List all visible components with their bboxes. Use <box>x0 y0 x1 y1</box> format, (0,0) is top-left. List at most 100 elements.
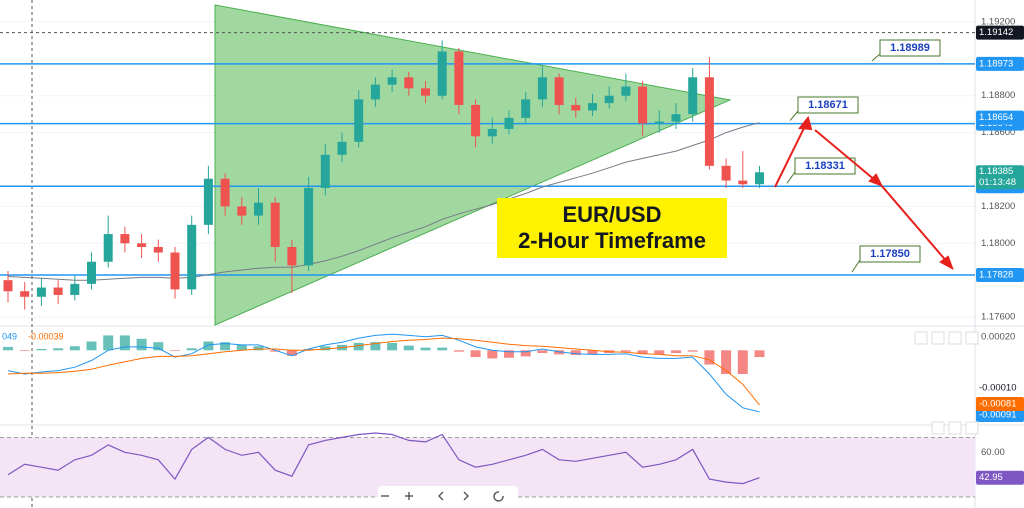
panel-buttons <box>914 331 979 435</box>
candle-body <box>638 86 648 124</box>
histogram-bar <box>754 350 765 358</box>
candle-body <box>688 77 698 115</box>
axis-label-bg <box>976 470 1024 485</box>
plot: 1.18989 1.18671 1.18331 1.17850 049 -0.00039 <box>0 32 975 485</box>
candle-body <box>671 114 681 122</box>
callout-leader <box>871 53 881 62</box>
axis-label-bg <box>976 268 1024 283</box>
button[interactable] <box>931 331 945 345</box>
candle-body <box>721 165 731 181</box>
chart-title: EUR/USD <box>562 202 661 227</box>
histogram-bar <box>370 342 381 351</box>
axis-label: 42.95 <box>979 472 1003 483</box>
candle-body <box>87 261 96 284</box>
callout-leader <box>789 110 799 121</box>
axis-label: 1.19142 <box>979 27 1013 38</box>
histogram-bar <box>153 342 164 351</box>
histogram-bar <box>437 347 448 351</box>
histogram-bar <box>119 335 130 351</box>
histogram-bar <box>504 350 514 358</box>
histogram-bar <box>387 342 398 351</box>
y-tick-label: 1.18600 <box>981 127 1015 138</box>
candle-body <box>504 117 514 129</box>
histogram-bar <box>587 350 598 355</box>
candle-body <box>304 187 314 266</box>
y-tick-label: 1.17600 <box>981 312 1015 323</box>
callout-leader <box>786 171 796 184</box>
histogram-bar <box>671 350 681 354</box>
candle-body <box>604 95 614 104</box>
histogram-bar <box>203 341 214 351</box>
candle-body <box>437 51 447 96</box>
y-tick-label: 1.19200 <box>981 16 1015 27</box>
candle-body <box>421 88 430 96</box>
toolbar-bg <box>378 486 518 506</box>
axis-label: 1.18973 <box>979 58 1013 69</box>
histogram-bar <box>36 348 47 351</box>
candle-body <box>3 280 13 292</box>
axis-label: 1.18385 <box>979 166 1013 177</box>
histogram-bar <box>303 348 314 351</box>
candle-body <box>571 104 581 111</box>
y-tick-label: 1.18000 <box>981 238 1015 249</box>
histogram-bar <box>220 342 231 351</box>
histogram-bar <box>403 345 414 351</box>
button[interactable] <box>965 331 979 345</box>
histogram-bar <box>554 350 565 355</box>
callout-label: 1.18671 <box>808 99 848 111</box>
candle-body <box>521 99 531 118</box>
axis-label: -0.00091 <box>979 410 1017 421</box>
candle-body <box>120 234 130 244</box>
histogram-bar <box>103 335 114 351</box>
histogram-bar <box>320 346 331 351</box>
histogram-bar <box>236 344 247 351</box>
arrow-head <box>868 173 884 187</box>
candle-body <box>654 121 664 124</box>
chart-subtitle: 2-Hour Timeframe <box>518 228 706 253</box>
candle-body <box>237 206 247 216</box>
histogram-bar <box>737 350 748 374</box>
arrow-head <box>798 115 813 131</box>
scroll-right-button[interactable] <box>463 491 469 501</box>
arrow <box>880 184 949 264</box>
candle-body <box>53 287 63 295</box>
callout-box <box>794 157 856 175</box>
axis-label-bg <box>976 408 1024 422</box>
candle-body <box>588 103 597 111</box>
y-tick-label: 1.18200 <box>981 201 1015 212</box>
candle-body <box>103 234 113 262</box>
histogram-bar <box>353 342 364 351</box>
histogram-bar <box>69 346 80 351</box>
price-axis: 1.19200 1.18800 1.18600 1.18200 1.18000 1.176… <box>976 16 1024 485</box>
scroll-left-button[interactable] <box>438 491 444 501</box>
indicator-value: -0.00039 <box>28 331 64 341</box>
candle-body <box>487 128 497 137</box>
candle-body <box>170 252 180 290</box>
candle-body <box>738 180 748 185</box>
histogram-bar <box>86 341 97 351</box>
axis-label-bg <box>976 165 1024 190</box>
candle-body <box>354 99 364 142</box>
axis-label: 1.18654 <box>979 112 1013 123</box>
histogram-bar <box>704 350 715 365</box>
reset-button[interactable] <box>493 491 504 502</box>
button[interactable] <box>948 331 962 345</box>
callout-label: 1.18331 <box>805 160 845 172</box>
axis-label-bg <box>976 381 1024 395</box>
button[interactable] <box>965 421 979 435</box>
arrows <box>774 115 954 271</box>
histogram-bar <box>136 338 147 351</box>
histogram-bar <box>537 350 548 354</box>
candle-body <box>137 243 147 247</box>
histogram-bar <box>637 350 648 354</box>
candle-body <box>153 246 163 253</box>
button[interactable] <box>931 421 945 435</box>
axis-label: 1.17828 <box>979 270 1013 281</box>
y-tick-label: 0.00020 <box>981 331 1015 342</box>
histogram-bar <box>721 350 732 374</box>
button[interactable] <box>948 421 962 435</box>
candle-body <box>203 178 213 225</box>
button[interactable] <box>914 331 928 345</box>
